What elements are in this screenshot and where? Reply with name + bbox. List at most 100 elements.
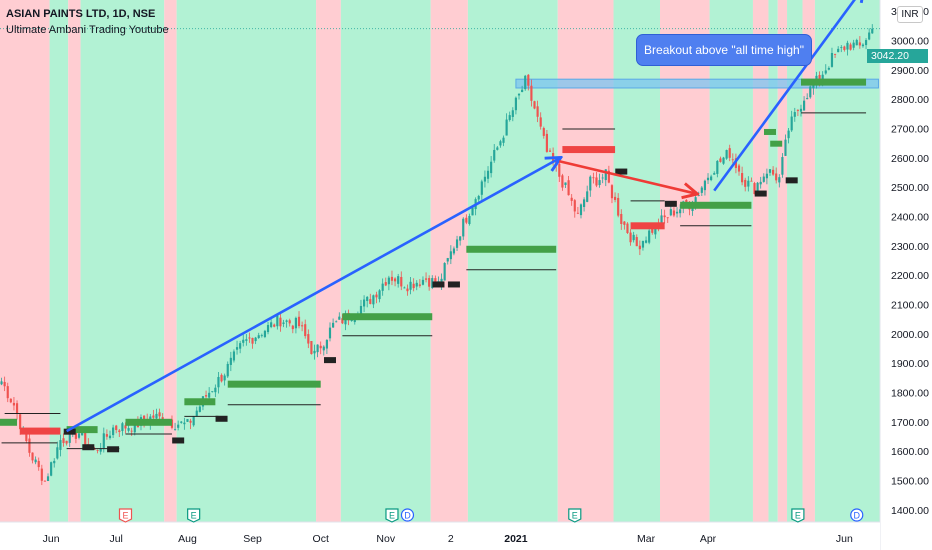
candle-body (790, 116, 793, 131)
candle-body (632, 234, 635, 241)
y-tick-label: 1700.00 (891, 417, 929, 429)
signal-mark-black (172, 437, 185, 444)
candle-body (28, 438, 31, 453)
regime-band-bull (176, 0, 317, 522)
regime-band-bear (316, 0, 341, 522)
regime-band-bull (613, 0, 660, 522)
candle-body (186, 419, 189, 422)
candle-body (849, 44, 852, 50)
candle-body (787, 130, 790, 139)
candle-body (861, 44, 865, 47)
candle-body (434, 278, 437, 284)
candle-body (493, 149, 496, 161)
signal-mark-black (82, 444, 95, 451)
candle-body (177, 424, 180, 428)
candle-body (415, 282, 418, 287)
y-tick-label: 2700.00 (891, 124, 929, 136)
candle-body (542, 128, 545, 136)
candle-body (756, 182, 759, 193)
candle-body (232, 351, 236, 361)
candle-body (713, 173, 716, 175)
indicator-name[interactable]: Ultimate Ambani Trading Youtube (6, 24, 169, 36)
candle-body (279, 317, 282, 327)
candle-body (316, 344, 319, 353)
breakout-callout[interactable]: Breakout above "all time high" (636, 34, 812, 66)
candle-body (806, 98, 809, 100)
candle-body (610, 185, 614, 199)
candle-body (731, 159, 734, 161)
candle-body (183, 422, 186, 425)
candle-body (623, 221, 626, 225)
candle-body (31, 452, 34, 461)
signal-mark-green (770, 140, 783, 147)
candle-body (96, 450, 99, 452)
candle-body (455, 239, 459, 248)
candle-body (400, 276, 403, 287)
signal-mark-green (764, 128, 776, 135)
candle-body (328, 327, 332, 339)
y-tick-label: 1400.00 (891, 505, 929, 517)
candle-body (260, 335, 263, 337)
candle-body (617, 197, 620, 216)
candle-body (567, 180, 570, 196)
candle-body (530, 85, 533, 101)
candle-body (750, 180, 753, 182)
trend-arrow-red (558, 160, 695, 193)
candle-body (15, 403, 19, 414)
candle-body (613, 196, 617, 200)
level-bar-red (20, 427, 61, 435)
candle-body (208, 392, 211, 398)
candle-body (837, 48, 840, 53)
candle-body (34, 459, 37, 463)
candle-body (672, 210, 676, 216)
symbol-title[interactable]: ASIAN PAINTS LTD, 1D, NSE (6, 8, 156, 20)
candle-body (539, 117, 542, 127)
candle-body (19, 414, 22, 430)
candle-body (446, 258, 449, 262)
signal-mark-black (754, 190, 767, 197)
event-marker-label: E (795, 511, 801, 521)
candle-body (99, 448, 102, 452)
candle-body (747, 180, 750, 187)
candle-body (127, 428, 130, 431)
candle-body (644, 240, 648, 243)
candle-body (589, 176, 592, 191)
candle-body (868, 32, 871, 40)
regime-band-bull (340, 0, 431, 522)
candle-body (226, 363, 229, 377)
level-bar-green (227, 380, 321, 388)
candle-body (350, 320, 353, 321)
candle-body (483, 176, 487, 182)
candle-body (397, 276, 400, 284)
y-tick-label: 3000.00 (891, 36, 929, 48)
earnings-marker-shape (385, 508, 399, 523)
candle-body (700, 187, 703, 193)
event-marker-label: E (389, 511, 395, 521)
y-tick-label: 2900.00 (891, 65, 929, 77)
candle-body (217, 376, 220, 388)
y-tick-label: 1900.00 (891, 358, 929, 370)
event-marker-label: E (122, 511, 128, 521)
candle-body (762, 176, 765, 182)
candle-body (220, 374, 223, 382)
y-tick-label: 1500.00 (891, 475, 929, 487)
regime-band-bear (752, 0, 769, 522)
candle-body (626, 223, 629, 233)
candle-body (180, 421, 183, 423)
candle-body (363, 299, 366, 307)
candle-body (93, 448, 96, 450)
candle-body (65, 440, 68, 444)
candle-body (297, 316, 301, 327)
candle-body (393, 278, 397, 282)
candle-body (440, 278, 443, 284)
candle-body (366, 296, 369, 302)
candle-body (477, 195, 480, 200)
candle-body (710, 176, 713, 181)
candle-body (105, 434, 108, 437)
event-marker-label: D (854, 511, 861, 521)
candle-body (121, 423, 124, 431)
currency-label[interactable]: INR (897, 6, 923, 23)
dividend-marker: D (850, 508, 864, 522)
candle-body (722, 157, 725, 164)
